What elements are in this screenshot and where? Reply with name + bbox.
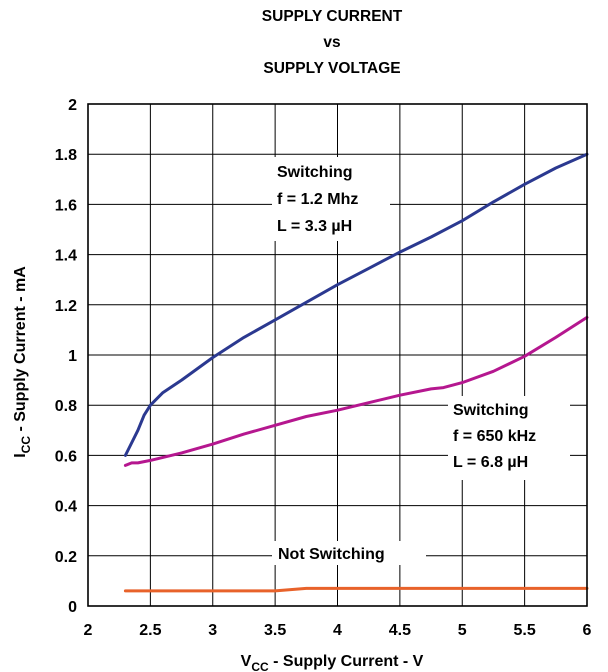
x-tick-label: 2.5 [139, 622, 161, 639]
annotation-switching-650khz-line-3: L = 6.8 µH [453, 454, 528, 471]
x-tick-label: 2 [84, 622, 93, 639]
y-axis-label-main: I [12, 453, 29, 457]
x-tick-label: 6 [583, 622, 592, 639]
annotation-not-switching: Not Switching [278, 546, 385, 563]
y-tick-label: 1 [68, 348, 77, 365]
y-tick-label: 1.2 [55, 298, 77, 315]
y-tick-label: 0.4 [55, 499, 77, 516]
chart-title-line-1: SUPPLY CURRENT [262, 8, 403, 25]
y-tick-label: 1.4 [55, 248, 77, 265]
y-tick-label: 0.2 [55, 549, 77, 566]
chart-title-line-2: vs [323, 34, 340, 51]
x-tick-label: 5.5 [514, 622, 536, 639]
y-tick-label: 0.8 [55, 398, 77, 415]
y-tick-label: 0.6 [55, 448, 77, 465]
x-axis-label-sub: CC [251, 660, 269, 672]
y-axis-label-sub: CC [19, 436, 33, 454]
x-axis-label: VCC - Supply Current - V [241, 653, 424, 672]
annotation-bg-not-switching [272, 541, 426, 565]
x-tick-label: 4 [333, 622, 342, 639]
annotation-switching-650khz-line-2: f = 650 kHz [453, 428, 536, 445]
annotations: Switching f = 1.2 Mhz L = 3.3 µH Switchi… [272, 157, 570, 565]
y-tick-label: 1.6 [55, 197, 77, 214]
x-tick-label: 3.5 [264, 622, 286, 639]
series-line-switching-1-2mhz [123, 152, 589, 457]
y-tick-label: 1.8 [55, 147, 77, 164]
annotation-switching-1-2mhz-line-3: L = 3.3 µH [277, 218, 352, 235]
x-tick-label: 3 [208, 622, 217, 639]
y-axis-label-rest: - Supply Current - mA [12, 266, 29, 436]
annotation-bg-switching-650khz [448, 396, 570, 480]
series-line-switching-650khz [123, 315, 589, 467]
chart-title-line-3: SUPPLY VOLTAGE [263, 60, 400, 77]
y-tick-label: 0 [68, 599, 77, 616]
annotation-switching-650khz-line-1: Switching [453, 402, 529, 419]
y-tick-label: 2 [68, 97, 77, 114]
x-tick-label: 5 [458, 622, 467, 639]
annotation-bg-switching-1-2mhz [272, 157, 390, 241]
tick-labels: 2 2.5 3 3.5 4 4.5 5 5.5 6 0 0.2 0.4 0.6 0.8 1 1.2 1.4 1.6… [55, 97, 592, 639]
x-axis-label-main: V [241, 653, 252, 670]
chart-title: SUPPLY CURRENT vs SUPPLY VOLTAGE [262, 8, 403, 77]
x-tick-label: 4.5 [389, 622, 411, 639]
plot-frame [87, 103, 588, 607]
series-lines [123, 152, 589, 593]
y-axis-label: ICC - Supply Current - mA [12, 266, 33, 458]
annotation-switching-1-2mhz-line-1: Switching [277, 164, 353, 181]
series-line-not-switching [123, 586, 589, 593]
x-axis-label-rest: - Supply Current - V [269, 653, 424, 670]
grid [88, 104, 587, 606]
annotation-switching-1-2mhz-line-2: f = 1.2 Mhz [277, 191, 358, 208]
